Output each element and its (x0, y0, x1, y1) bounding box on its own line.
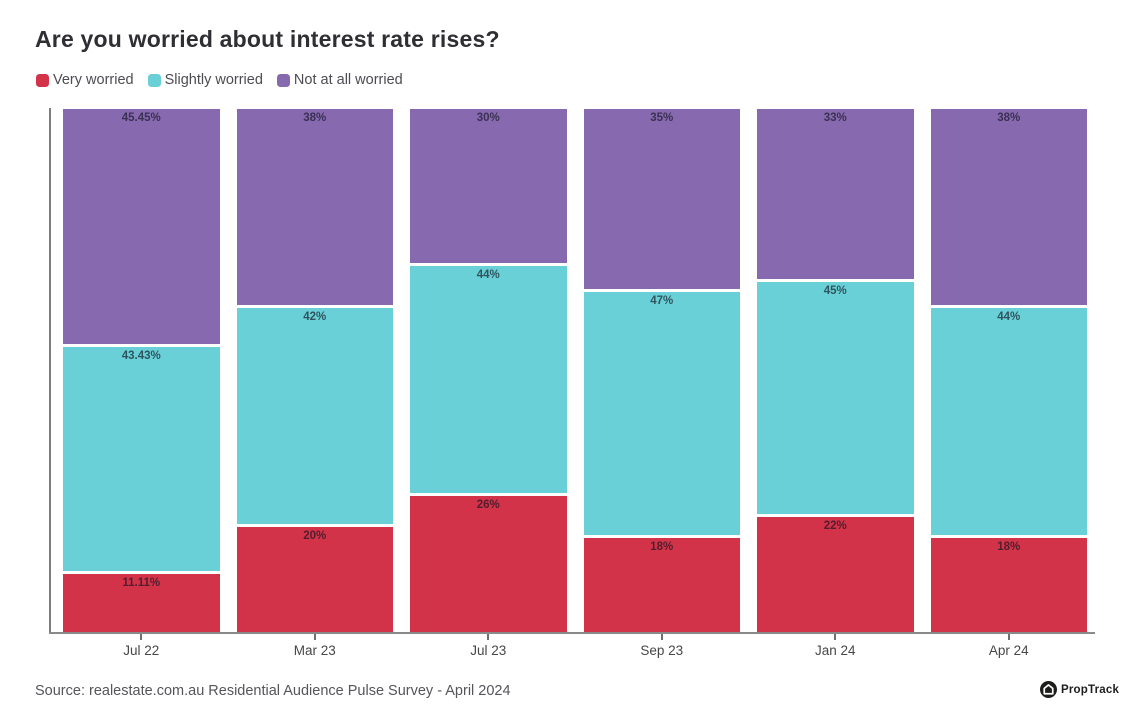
segment-value-label: 44% (997, 310, 1021, 323)
segment-value-label: 18% (650, 540, 674, 553)
segment-slightly-worried[interactable]: 44% (410, 265, 567, 496)
legend-label: Slightly worried (164, 72, 263, 88)
segment-not-at-all-worried[interactable]: 38% (930, 109, 1087, 308)
segment-not-at-all-worried[interactable]: 38% (236, 109, 393, 308)
x-axis-cell-jan-24: Jan 24 (757, 634, 914, 658)
x-tick (140, 634, 143, 640)
bar-jul-23: 30% 44% 26% (410, 109, 567, 632)
segment-not-at-all-worried[interactable]: 35% (583, 109, 740, 293)
segment-not-at-all-worried[interactable]: 45.45% (63, 109, 220, 347)
x-tick (313, 634, 316, 640)
segment-slightly-worried[interactable]: 47% (583, 292, 740, 538)
segment-value-label: 26% (476, 499, 500, 511)
segment-value-label: 35% (650, 112, 674, 124)
x-tick (1007, 634, 1010, 640)
segment-value-label: 44% (476, 268, 500, 281)
x-axis-cell-mar-23: Mar 23 (237, 634, 394, 658)
segment-very-worried[interactable]: 26% (410, 496, 567, 632)
segment-slightly-worried[interactable]: 43.43% (63, 346, 220, 574)
x-axis-label: Jul 23 (470, 643, 507, 658)
chart-title: Are you worried about interest rate rise… (35, 26, 500, 52)
y-axis-line (49, 108, 51, 634)
bar-jan-24: 33% 45% 22% (757, 109, 914, 632)
proptrack-wordmark: PropTrack (1061, 683, 1120, 696)
proptrack-logo: PropTrack (1040, 681, 1119, 698)
bar-sep-23: 35% 47% 18% (583, 109, 740, 632)
chart-legend: Very worried Slightly worried Not at all w… (36, 72, 403, 88)
x-axis-cell-jul-22: Jul 22 (63, 634, 220, 658)
legend-swatch-icon (276, 73, 290, 87)
segment-value-label: 20% (303, 530, 327, 543)
plot-area: 45.45% 43.43% 11.11% 38% 42% 20% 30% 44% 26% 35% 4… (63, 109, 1087, 632)
bar-jul-22: 45.45% 43.43% 11.11% (63, 109, 220, 632)
segment-very-worried[interactable]: 18% (930, 537, 1087, 632)
segment-value-label: 45% (823, 284, 847, 297)
segment-slightly-worried[interactable]: 42% (236, 307, 393, 528)
segment-value-label: 11.11% (122, 576, 161, 589)
x-tick (834, 634, 837, 640)
x-axis-line (49, 632, 1095, 634)
bar-apr-24: 38% 44% 18% (930, 109, 1087, 632)
segment-value-label: 45.45% (121, 112, 161, 124)
segment-value-label: 47% (650, 295, 674, 308)
x-axis-cell-jul-23: Jul 23 (410, 634, 567, 658)
legend-swatch-icon (147, 73, 161, 87)
x-axis: Jul 22 Mar 23 Jul 23 Sep 23 Jan 24 Apr 24 (63, 634, 1087, 658)
segment-slightly-worried[interactable]: 44% (930, 307, 1087, 538)
segment-value-label: 38% (303, 112, 327, 124)
legend-item-not-at-all-worried[interactable]: Not at all worried (276, 72, 403, 88)
legend-item-slightly-worried[interactable]: Slightly worried (147, 72, 263, 88)
segment-very-worried[interactable]: 22% (757, 516, 914, 632)
segment-value-label: 30% (476, 112, 500, 124)
x-axis-label: Mar 23 (293, 643, 336, 658)
segment-value-label: 42% (303, 310, 327, 323)
segment-very-worried[interactable]: 20% (236, 527, 393, 632)
segment-not-at-all-worried[interactable]: 30% (410, 109, 567, 266)
source-text: Source: realestate.com.au Residential Au… (35, 683, 511, 699)
legend-swatch-icon (36, 73, 49, 87)
x-axis-cell-apr-24: Apr 24 (931, 634, 1088, 658)
x-tick (660, 634, 663, 640)
segment-value-label: 18% (997, 540, 1021, 553)
segment-value-label: 33% (823, 112, 847, 124)
legend-label: Not at all worried (293, 72, 403, 88)
x-axis-label: Jul 22 (123, 643, 160, 658)
segment-not-at-all-worried[interactable]: 33% (757, 109, 914, 282)
proptrack-house-icon (1040, 681, 1057, 698)
segment-value-label: 22% (823, 519, 847, 532)
x-axis-label: Apr 24 (988, 643, 1029, 658)
segment-very-worried[interactable]: 11.11% (63, 573, 220, 632)
x-axis-label: Jan 24 (814, 643, 856, 658)
x-tick (487, 634, 490, 640)
segment-very-worried[interactable]: 18% (583, 537, 740, 632)
segment-slightly-worried[interactable]: 45% (757, 281, 914, 517)
legend-label: Very worried (53, 72, 134, 88)
bar-mar-23: 38% 42% 20% (236, 109, 393, 632)
x-axis-label: Sep 23 (640, 643, 684, 658)
legend-item-very-worried[interactable]: Very worried (36, 72, 134, 88)
segment-value-label: 38% (997, 112, 1021, 124)
segment-value-label: 43.43% (121, 349, 161, 362)
x-axis-cell-sep-23: Sep 23 (584, 634, 741, 658)
